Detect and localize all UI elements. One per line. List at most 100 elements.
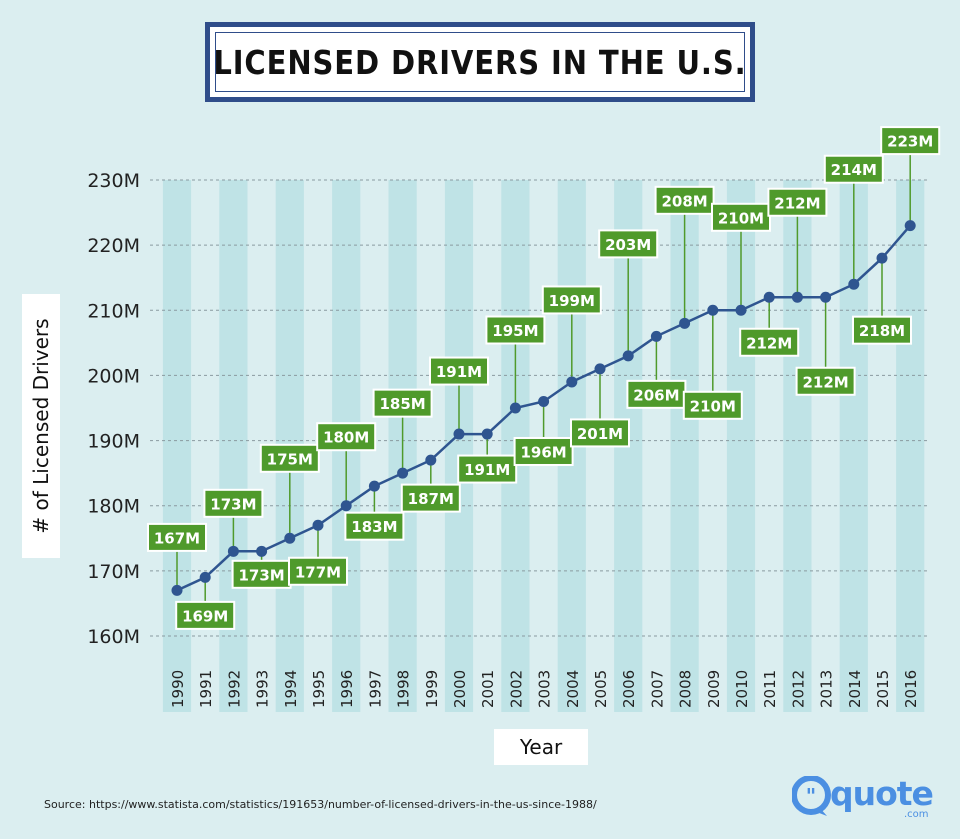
data-label-box <box>598 229 659 259</box>
data-point <box>509 402 521 414</box>
data-label-box <box>316 422 377 452</box>
y-tick-label: 160M <box>87 626 140 648</box>
data-label-box <box>400 483 461 513</box>
data-point <box>594 363 606 375</box>
data-label-box <box>485 315 546 345</box>
y-tick-label: 190M <box>87 431 140 453</box>
x-tick-label: 2009 <box>705 670 723 708</box>
data-label: 196M <box>520 443 566 461</box>
x-axis-label: Year <box>494 729 588 765</box>
data-label-box <box>852 315 912 345</box>
data-label: 199M <box>549 292 595 310</box>
logo-suffix: .com <box>904 809 929 820</box>
x-tick-label: 2000 <box>451 670 469 708</box>
y-axis-label-box <box>22 294 60 558</box>
data-label-box <box>259 443 320 473</box>
data-label: 180M <box>323 429 369 447</box>
data-point <box>904 220 916 232</box>
data-label-box <box>457 454 518 484</box>
data-label-box <box>541 285 602 315</box>
y-tick-label: 200M <box>87 365 140 387</box>
x-tick-label: 1997 <box>366 670 384 708</box>
x-tick-label: 2010 <box>733 670 751 708</box>
data-point <box>425 454 437 466</box>
data-label-box <box>880 126 941 156</box>
x-tick-label: 1996 <box>338 670 356 708</box>
data-label: 212M <box>774 194 820 212</box>
data-label: 201M <box>577 425 623 443</box>
y-tick-label: 180M <box>87 496 140 518</box>
data-label-box <box>513 436 574 466</box>
x-tick-label: 1999 <box>423 670 441 708</box>
data-label: 187M <box>408 490 454 508</box>
chart-title-box: LICENSED DRIVERS IN THE U.S. <box>205 22 755 102</box>
data-label-box <box>344 511 405 541</box>
data-label: 214M <box>831 161 877 179</box>
data-label: 173M <box>210 495 256 513</box>
data-point <box>650 330 662 342</box>
speech-bubble-icon: " <box>792 776 831 816</box>
data-point <box>791 291 803 303</box>
x-tick-label: 2005 <box>592 670 610 708</box>
data-point <box>312 519 324 531</box>
y-tick-label: 170M <box>87 561 140 583</box>
data-label: 210M <box>690 397 736 415</box>
data-label: 167M <box>154 529 200 547</box>
data-label: 169M <box>182 607 228 625</box>
x-tick-label: 1990 <box>169 670 187 708</box>
logo-wordmark: quote <box>830 774 934 813</box>
svg-text:": " <box>806 784 816 808</box>
x-tick-label: 1994 <box>282 670 300 708</box>
x-tick-label: 1993 <box>254 670 272 708</box>
data-point <box>622 350 634 362</box>
data-point <box>679 317 691 329</box>
data-label: 195M <box>492 322 538 340</box>
x-tick-label: 2006 <box>620 670 638 708</box>
data-label: 208M <box>661 192 707 210</box>
data-label: 212M <box>746 334 792 352</box>
column-stripe <box>896 180 925 712</box>
data-point <box>566 376 578 388</box>
data-point <box>397 467 409 479</box>
data-label: 183M <box>351 518 397 536</box>
data-label-box <box>147 522 207 552</box>
data-label-box <box>654 185 715 215</box>
y-axis-label: # of Licensed Drivers <box>29 318 53 534</box>
data-point <box>735 304 747 316</box>
column-stripe <box>162 180 192 712</box>
data-label: 212M <box>802 373 848 391</box>
data-point <box>763 291 775 303</box>
data-point <box>227 545 239 557</box>
x-tick-label: 1998 <box>395 670 413 708</box>
data-point <box>171 584 183 596</box>
data-label-box <box>767 187 828 217</box>
data-label-box <box>795 366 856 396</box>
data-label: 203M <box>605 236 651 254</box>
data-point <box>848 278 860 290</box>
x-tick-label: 2007 <box>648 670 666 708</box>
y-tick-label: 220M <box>87 235 140 257</box>
chart-title: LICENSED DRIVERS IN THE U.S. <box>213 42 747 82</box>
column-stripe <box>219 180 248 712</box>
data-label-box <box>739 327 800 357</box>
data-label: 175M <box>267 450 313 468</box>
data-label-box <box>372 388 433 418</box>
data-label-box <box>288 556 348 586</box>
x-tick-label: 2003 <box>536 670 554 708</box>
column-stripe <box>444 180 474 712</box>
quote-logo: " quote .com <box>792 774 942 822</box>
data-point <box>256 545 268 557</box>
title-inner-border <box>215 32 745 92</box>
data-point <box>340 500 352 512</box>
x-tick-label: 2014 <box>846 670 864 708</box>
data-label: 218M <box>859 322 905 340</box>
x-tick-label: 2015 <box>874 670 892 708</box>
data-label: 206M <box>633 386 679 404</box>
x-tick-label: 2013 <box>818 670 836 708</box>
x-tick-label: 2016 <box>902 670 920 708</box>
data-point <box>707 304 719 316</box>
data-label: 210M <box>718 209 764 227</box>
data-point <box>199 571 211 583</box>
data-label: 185M <box>379 395 425 413</box>
